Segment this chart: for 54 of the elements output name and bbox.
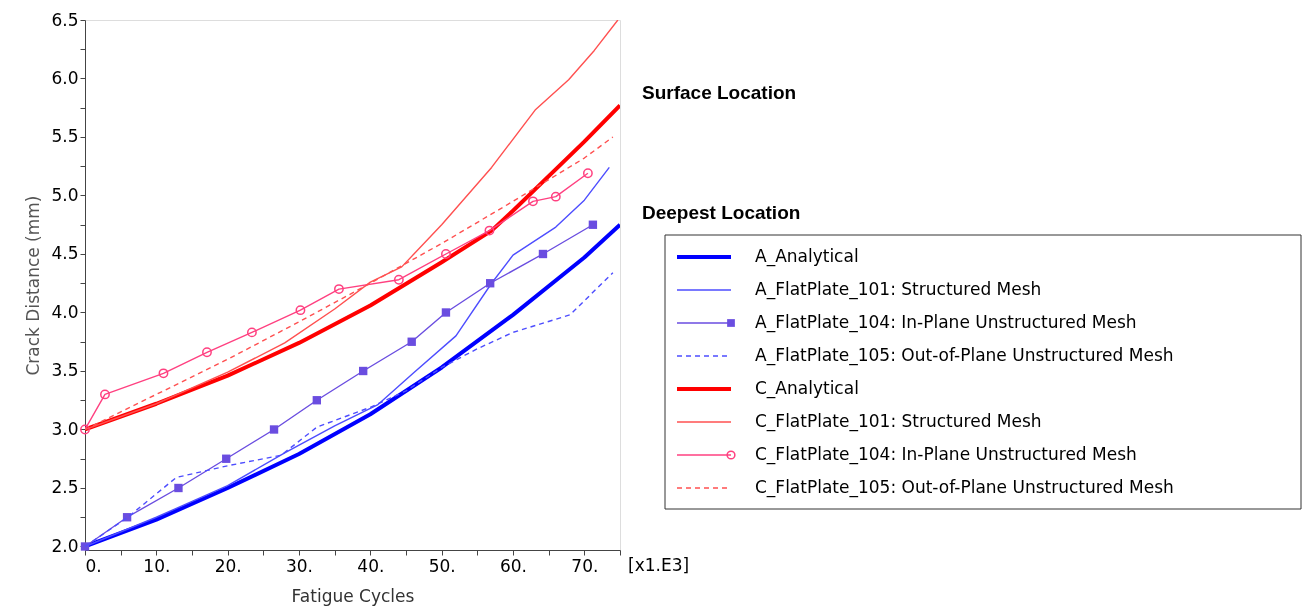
- x-axis-title: Fatigue Cycles: [291, 585, 415, 606]
- point: [441, 308, 451, 317]
- point: [407, 337, 416, 346]
- x-tick-label: 10.: [143, 555, 171, 576]
- y-tick-label: 4.5: [51, 243, 79, 264]
- legend-label: C_FlatPlate_101: Structured Mesh: [755, 411, 1042, 432]
- point: [202, 347, 212, 358]
- point: [295, 305, 306, 316]
- annotation: Surface Location: [642, 82, 797, 104]
- x-tick-label: 0.: [85, 555, 102, 576]
- point: [538, 249, 548, 259]
- text: [x1.E3]: [628, 555, 690, 575]
- x-tick-label: 20.: [214, 555, 242, 576]
- legend-label: A_FlatPlate_105: Out-of-Plane Unstructured Mesh: [755, 345, 1174, 366]
- point: [582, 168, 593, 179]
- y-axis-title: Crack Distance (mm): [23, 195, 44, 376]
- point: [174, 483, 183, 493]
- y-tick-label: 3.0: [51, 418, 79, 439]
- x-tick-label: 60.: [499, 555, 528, 576]
- point: [588, 220, 598, 229]
- legend-label: A_Analytical: [755, 246, 859, 267]
- annotation: Deepest Location: [642, 201, 801, 223]
- x-tick-label: 30.: [285, 555, 314, 576]
- point: [246, 327, 257, 338]
- point: [100, 389, 110, 400]
- legend-label: A_FlatPlate_101: Structured Mesh: [755, 279, 1042, 300]
- legend-label: C_FlatPlate_105: Out-of-Plane Unstructured Mesh: [755, 477, 1174, 498]
- legend-label: C_Analytical: [755, 378, 859, 399]
- point: [312, 396, 322, 405]
- point: [158, 368, 169, 379]
- y-tick-label: 4.0: [51, 301, 79, 322]
- x-tick-label: 40.: [357, 555, 385, 576]
- point: [393, 274, 404, 285]
- point: [80, 424, 90, 435]
- point: [334, 284, 344, 295]
- point: [359, 366, 368, 376]
- point: [485, 279, 495, 288]
- point: [484, 225, 495, 236]
- point: [441, 249, 451, 259]
- y-tick-label: 2.0: [51, 535, 79, 556]
- point: [222, 454, 231, 463]
- point: [550, 191, 561, 202]
- y-tick-label: 6.0: [51, 68, 79, 88]
- y-tick-label: 5.5: [51, 126, 79, 147]
- y-tick-label: 5.0: [51, 185, 79, 205]
- point: [528, 196, 538, 207]
- x-tick-label: 70.: [571, 555, 599, 576]
- x-tick-label: 50.: [428, 555, 456, 576]
- point: [269, 425, 279, 434]
- legend-label: A_FlatPlate_104: In-Plane Unstructured Mesh: [755, 312, 1137, 333]
- y-tick-label: 2.5: [51, 477, 79, 498]
- y-tick-label: 6.5: [51, 9, 79, 30]
- y-tick-label: 3.5: [51, 360, 79, 381]
- legend-label: C_FlatPlate_104: In-Plane Unstructured Mesh: [755, 444, 1137, 465]
